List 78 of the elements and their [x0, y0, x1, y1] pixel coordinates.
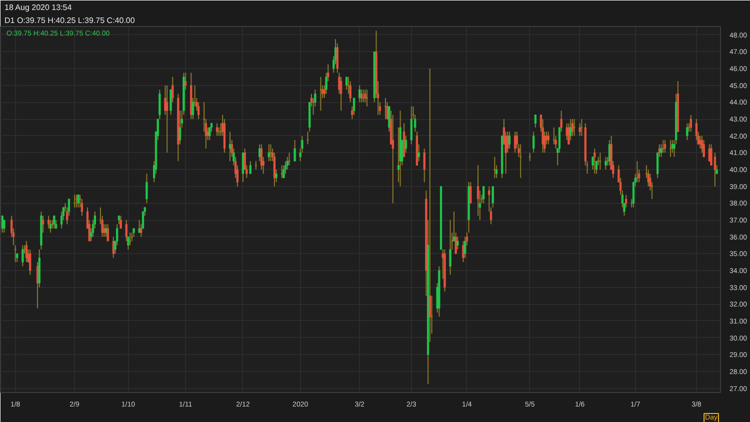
chart-title: 18 Aug 2020 13:54 — [4, 3, 72, 12]
candlestick — [568, 122, 570, 145]
candlestick — [710, 144, 712, 166]
candlestick — [273, 152, 276, 187]
candlestick — [284, 160, 287, 174]
candlestick — [53, 215, 56, 229]
candlestick — [708, 144, 710, 162]
candlestick — [671, 140, 674, 154]
candlestick — [560, 110, 562, 132]
candlestick — [566, 122, 568, 141]
candlestick — [197, 102, 200, 120]
candlestick — [116, 224, 118, 246]
candlestick — [462, 240, 464, 263]
candlestick — [532, 131, 535, 154]
candlestick — [464, 236, 466, 258]
candlestick — [702, 140, 705, 158]
candlestick — [60, 211, 63, 229]
candlestick — [456, 236, 459, 250]
candlestick — [106, 224, 109, 242]
candlestick — [569, 118, 572, 141]
candlestick — [625, 194, 628, 208]
candlestick — [80, 198, 84, 216]
candlestick — [142, 211, 144, 229]
candlestick — [208, 126, 211, 141]
candlestick — [29, 248, 32, 276]
candlestick — [172, 76, 174, 103]
candlestick — [1, 215, 4, 234]
candlestick — [410, 106, 412, 145]
candlestick — [138, 220, 140, 234]
candlestick — [423, 148, 426, 183]
candlestick — [125, 220, 128, 242]
candlestick — [388, 106, 390, 132]
candlestick — [3, 220, 6, 234]
candlestick — [392, 114, 394, 204]
candlestick — [120, 215, 122, 229]
candlestick — [352, 98, 356, 116]
candlestick — [695, 118, 698, 141]
candlestick — [594, 148, 596, 174]
candlestick — [542, 118, 544, 154]
candlestick — [77, 194, 80, 208]
candlestick — [386, 102, 388, 120]
candlestick — [647, 169, 650, 187]
candlestick — [336, 42, 338, 74]
candlestick — [249, 160, 252, 174]
candlestick — [399, 110, 402, 187]
candlestick — [418, 144, 420, 162]
chart-subtitle: D1 O:39.75 H:40.25 L:39.75 C:40.00 — [4, 16, 136, 25]
candlestick — [351, 106, 354, 120]
candlestick — [476, 164, 480, 216]
candlestick — [547, 131, 550, 145]
candlestick — [140, 224, 142, 238]
candlestick — [449, 220, 452, 276]
candlestick — [571, 118, 574, 136]
candlestick — [664, 140, 666, 154]
candlestick — [686, 122, 688, 141]
candlestick — [48, 215, 50, 229]
candlestick — [349, 80, 352, 103]
candlestick — [578, 122, 581, 136]
candlestick — [508, 131, 511, 149]
candlestick — [534, 114, 536, 128]
candlestick — [346, 76, 348, 90]
candlestick — [42, 215, 44, 234]
candlestick — [166, 84, 168, 154]
candlestick — [358, 84, 361, 103]
candlestick — [294, 140, 296, 162]
candlestick — [286, 156, 288, 170]
candlestick — [282, 164, 285, 178]
candlestick — [112, 236, 114, 258]
candlestick — [360, 89, 363, 103]
candlestick — [340, 76, 342, 112]
candlestick — [482, 186, 485, 204]
candlestick — [22, 244, 24, 267]
candlestick — [66, 206, 68, 225]
candlestick — [364, 89, 366, 103]
candlestick — [146, 173, 148, 204]
candlestick — [492, 186, 494, 208]
candlestick — [268, 144, 270, 162]
candlestick — [504, 131, 507, 174]
